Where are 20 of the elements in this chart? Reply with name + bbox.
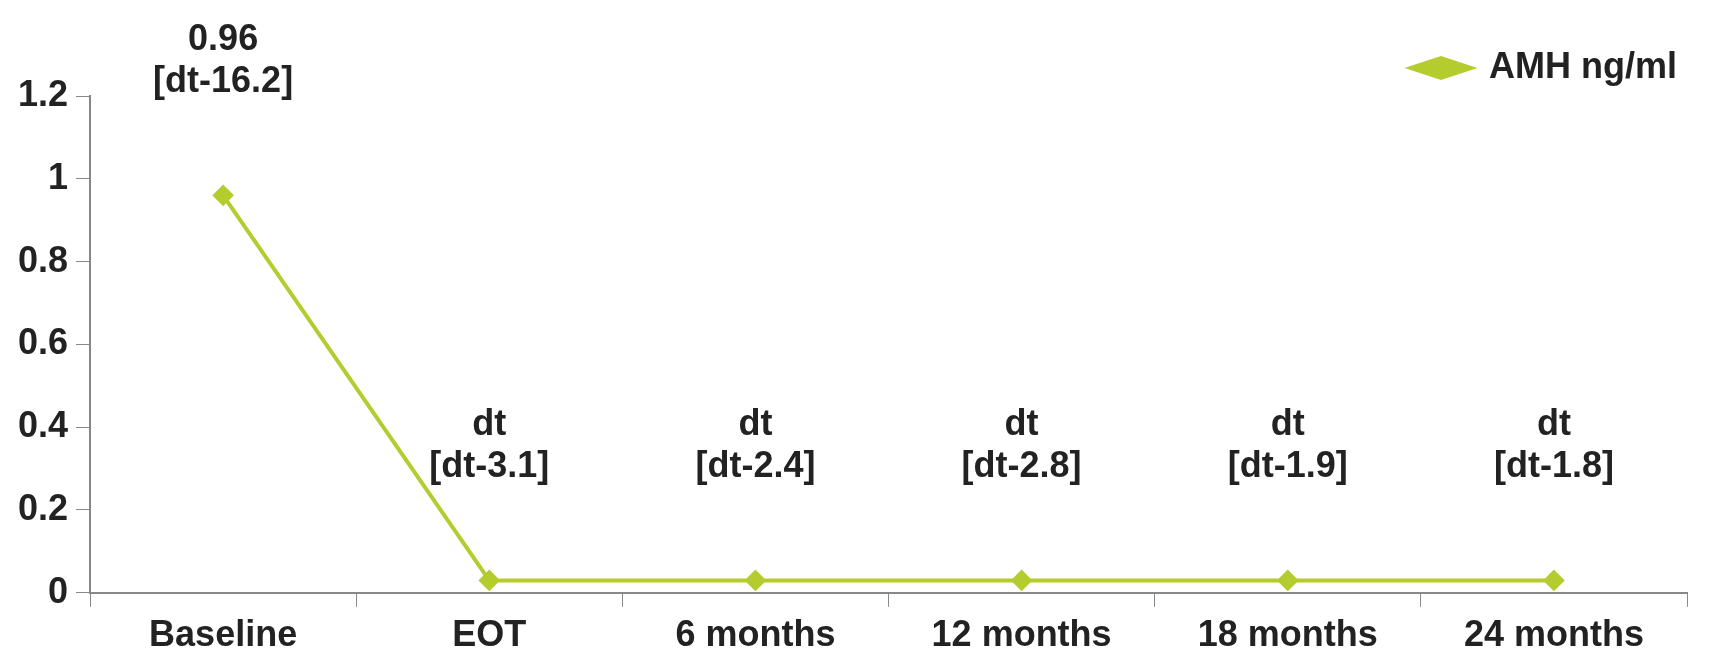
y-tick-label: 0.2 bbox=[18, 486, 69, 528]
y-tick-label: 1 bbox=[48, 155, 69, 197]
x-tick-label: Baseline bbox=[149, 613, 298, 655]
legend-label: AMH ng/ml bbox=[1489, 44, 1677, 86]
x-tick-label: EOT bbox=[452, 613, 527, 655]
x-tick-label: 12 months bbox=[931, 613, 1112, 655]
y-tick-label: 0.4 bbox=[18, 404, 69, 446]
data-label: dt [dt-1.9] bbox=[1227, 402, 1348, 486]
y-tick-label: 0.6 bbox=[18, 321, 69, 363]
data-label: dt [dt-2.4] bbox=[695, 402, 816, 486]
y-tick-label: 0.8 bbox=[18, 238, 69, 280]
data-label: 0.96 [dt-16.2] bbox=[153, 17, 294, 101]
x-tick-label: 6 months bbox=[675, 613, 836, 655]
data-label: dt [dt-3.1] bbox=[429, 402, 550, 486]
x-tick-label: 18 months bbox=[1197, 613, 1378, 655]
y-tick-label: 0 bbox=[48, 569, 69, 611]
x-tick-label: 24 months bbox=[1463, 613, 1644, 655]
data-label: dt [dt-1.8] bbox=[1493, 402, 1614, 486]
data-label: dt [dt-2.8] bbox=[961, 402, 1082, 486]
y-tick-label: 1.2 bbox=[18, 72, 69, 114]
